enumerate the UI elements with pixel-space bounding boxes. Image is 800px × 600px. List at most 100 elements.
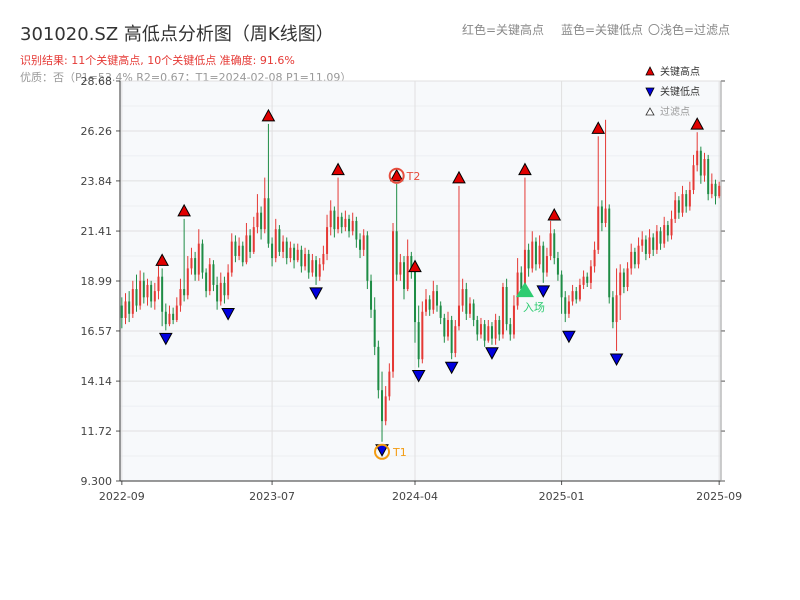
candle-body xyxy=(267,198,270,244)
candle-body xyxy=(494,320,497,339)
candle-body xyxy=(223,282,226,296)
legend-filtered-label: 过滤点 xyxy=(660,105,690,118)
candle-body xyxy=(432,291,435,310)
key-low-marker xyxy=(444,361,459,375)
legend-low-swatch xyxy=(645,87,655,97)
candle-body xyxy=(219,282,222,302)
key-low-marker xyxy=(609,353,624,367)
candle-body xyxy=(465,289,468,314)
candle-body xyxy=(249,235,252,252)
candle-body xyxy=(659,231,662,244)
y-tick-label: 21.41 xyxy=(81,225,113,238)
candle-body xyxy=(183,289,186,296)
candle-body xyxy=(263,198,266,230)
candle-body xyxy=(586,276,589,283)
legend-low-label: 关键低点 xyxy=(660,85,700,98)
candle-body xyxy=(685,194,688,207)
candle-body xyxy=(326,227,329,254)
candle-body xyxy=(205,272,208,292)
legend-high-swatch xyxy=(645,66,655,76)
key-high-marker xyxy=(518,162,532,176)
entry-marker xyxy=(515,282,534,298)
key-low-marker xyxy=(562,330,576,344)
candle-body xyxy=(571,291,574,302)
candle-body xyxy=(663,225,666,244)
candle-body xyxy=(692,165,695,190)
candle-body xyxy=(340,216,343,228)
result-summary: 识别结果: 11个关键高点, 10个关键低点 准确度: 91.6% xyxy=(20,54,295,67)
candle-body xyxy=(168,313,171,325)
candle-body xyxy=(549,233,552,257)
candle-body xyxy=(318,264,321,277)
candle-body xyxy=(710,183,713,195)
candle-body xyxy=(366,235,369,281)
candle-body xyxy=(545,256,548,273)
candle-body xyxy=(278,229,281,252)
candle-body xyxy=(186,268,189,296)
candle-body xyxy=(175,305,178,321)
candle-body xyxy=(351,220,354,232)
candle-body xyxy=(403,262,406,290)
candle-body xyxy=(527,249,530,269)
candle-body xyxy=(454,326,457,354)
candle-body xyxy=(142,280,145,298)
legend-high-text: 红色=关键高点 xyxy=(462,23,545,37)
candle-body xyxy=(417,322,420,360)
candle-body xyxy=(285,241,288,259)
candle-body xyxy=(564,297,567,314)
candle-body xyxy=(531,241,534,269)
candle-body xyxy=(395,231,398,275)
candle-body xyxy=(520,272,523,290)
candle-body xyxy=(399,262,402,275)
candle-body xyxy=(194,258,197,275)
candle-body xyxy=(516,272,519,306)
candle-body xyxy=(245,235,248,263)
candle-body xyxy=(373,309,376,347)
key-high-marker xyxy=(591,121,606,134)
legend-low-text: 蓝色=关键低点 xyxy=(561,23,644,37)
candle-body xyxy=(630,251,633,269)
candle-body xyxy=(124,301,127,318)
candle-body xyxy=(461,289,464,306)
candle-body xyxy=(578,284,581,300)
candle-body xyxy=(523,249,526,290)
y-tick-label: 14.14 xyxy=(81,375,113,388)
key-low-marker xyxy=(221,308,235,321)
candle-body xyxy=(362,235,365,250)
candle-body xyxy=(392,231,395,372)
candle-body xyxy=(604,208,607,224)
key-low-marker xyxy=(536,285,551,298)
key-high-marker xyxy=(452,170,466,184)
candle-body xyxy=(637,245,640,265)
candle-body xyxy=(487,326,490,341)
candle-body xyxy=(593,249,596,267)
candle-body xyxy=(274,229,277,259)
candle-body xyxy=(315,260,318,277)
candle-body xyxy=(120,305,123,318)
candle-body xyxy=(307,253,310,273)
candle-body xyxy=(534,241,537,265)
candle-body xyxy=(468,303,471,314)
candle-body xyxy=(446,320,449,337)
candle-body xyxy=(608,208,611,298)
candle-body xyxy=(406,256,409,290)
candle-body xyxy=(450,320,453,354)
key-low-marker xyxy=(485,347,499,360)
candle-body xyxy=(179,289,182,306)
candle-body xyxy=(131,289,134,314)
candle-body xyxy=(370,280,373,310)
candle-body xyxy=(622,272,625,287)
candle-body xyxy=(241,245,244,263)
key-high-marker xyxy=(155,253,169,266)
candle-body xyxy=(633,251,636,265)
candle-body xyxy=(135,289,138,306)
candle-body xyxy=(501,286,504,335)
candle-body xyxy=(542,245,545,273)
candle-body xyxy=(575,291,578,300)
candle-body xyxy=(714,183,717,197)
candle-body xyxy=(197,243,200,275)
t2-circle-marker xyxy=(388,167,405,184)
candle-body xyxy=(707,159,710,195)
candle-body xyxy=(718,185,721,197)
